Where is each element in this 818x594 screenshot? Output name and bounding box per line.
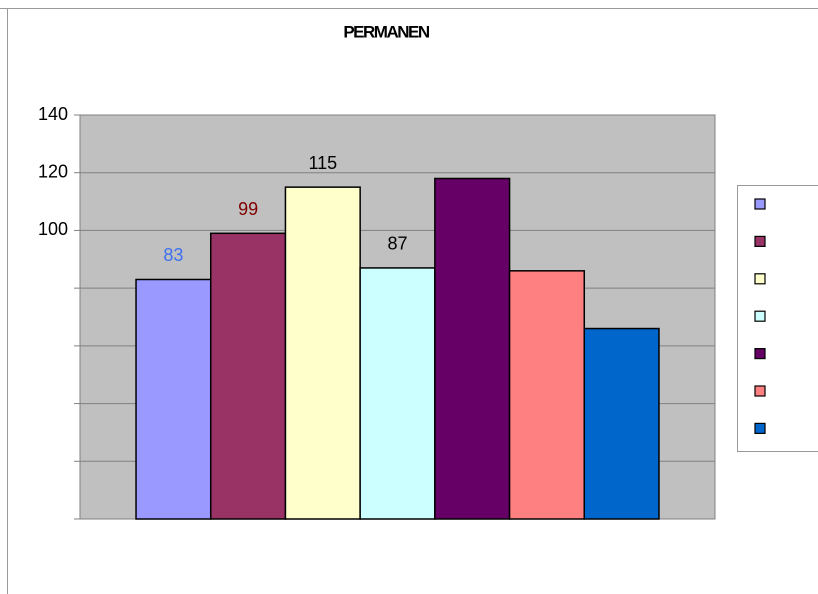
y-tick-label: 140 — [38, 104, 68, 124]
legend-swatch — [754, 273, 766, 285]
bar — [583, 327, 660, 520]
bar — [359, 267, 436, 520]
bar — [284, 186, 361, 520]
value-label: 87 — [387, 234, 407, 254]
legend-swatch — [754, 198, 766, 210]
legend-swatch — [754, 385, 766, 397]
bar — [209, 232, 287, 520]
chart-title: PERMANEN — [343, 22, 430, 41]
value-label: 115 — [308, 153, 337, 173]
value-label: 99 — [238, 199, 258, 219]
legend-swatch — [754, 348, 766, 360]
y-tick-label: 120 — [38, 161, 68, 181]
bar — [434, 177, 511, 520]
legend — [737, 185, 818, 452]
value-label: 83 — [163, 245, 183, 265]
legend-swatch — [754, 422, 766, 434]
legend-swatch — [754, 235, 766, 247]
legend-swatch — [754, 310, 766, 322]
bar — [135, 278, 212, 520]
bar — [508, 270, 586, 520]
y-tick-label: 100 — [38, 219, 68, 239]
